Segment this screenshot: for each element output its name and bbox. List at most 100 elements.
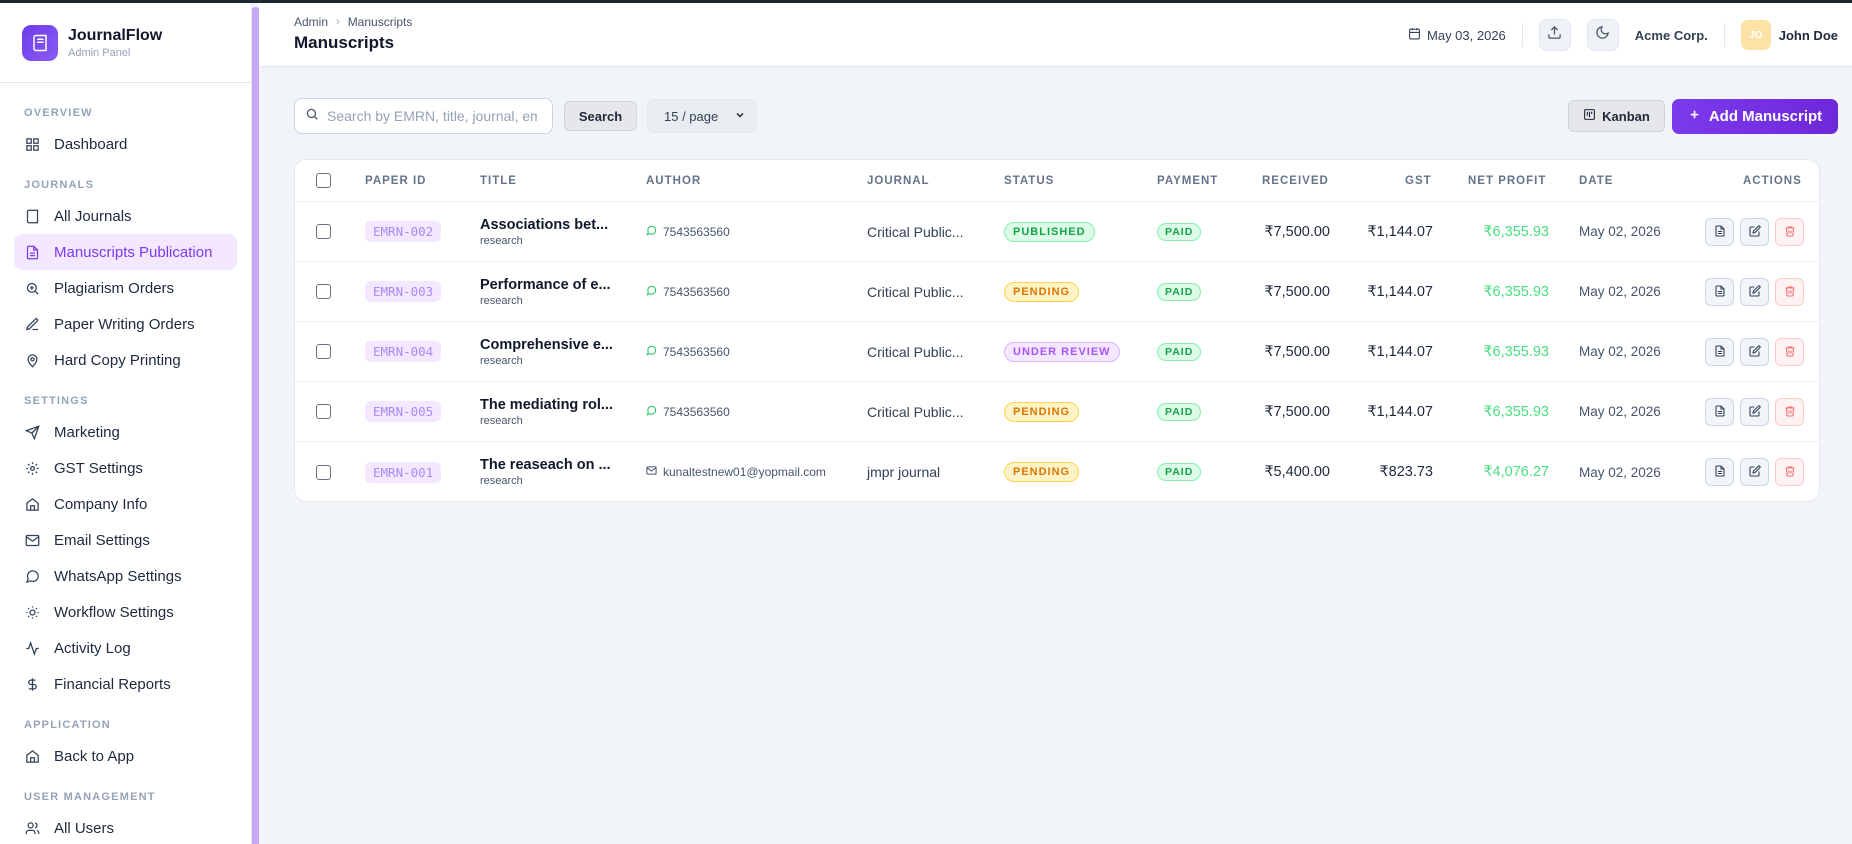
author-contact: 7543563560 bbox=[663, 344, 730, 359]
gear-icon bbox=[24, 460, 40, 476]
search-icon bbox=[305, 107, 319, 126]
table-row[interactable]: EMRN-001 The reaseach on ... research kunal… bbox=[295, 442, 1819, 501]
gst-amount: ₹1,144.07 bbox=[1367, 403, 1433, 420]
received-amount: ₹7,500.00 bbox=[1264, 403, 1330, 420]
manuscript-title[interactable]: Performance of e... bbox=[480, 276, 611, 293]
col-title[interactable]: TITLE bbox=[480, 174, 517, 187]
sidebar-item-company[interactable]: Company Info bbox=[14, 486, 237, 522]
upload-button[interactable] bbox=[1538, 19, 1571, 51]
paper-id[interactable]: EMRN-004 bbox=[365, 341, 442, 362]
sidebar-item-label: Company Info bbox=[54, 495, 148, 513]
sidebar-item-activity[interactable]: Activity Log bbox=[14, 630, 237, 666]
paper-id[interactable]: EMRN-003 bbox=[365, 281, 442, 302]
user-name[interactable]: John Doe bbox=[1778, 27, 1838, 43]
delete-button[interactable] bbox=[1775, 458, 1804, 486]
edit-button[interactable] bbox=[1740, 397, 1769, 426]
manuscript-title[interactable]: Comprehensive e... bbox=[480, 336, 613, 353]
table-row[interactable]: EMRN-003 Performance of e... research 75435… bbox=[295, 262, 1819, 322]
delete-button[interactable] bbox=[1775, 217, 1804, 246]
search-input[interactable] bbox=[327, 108, 537, 124]
sidebar-item-marketing[interactable]: Marketing bbox=[14, 414, 237, 450]
col-paper-id[interactable]: PAPER ID bbox=[365, 174, 427, 187]
company-name[interactable]: Acme Corp. bbox=[1634, 27, 1708, 43]
view-button[interactable] bbox=[1705, 277, 1734, 306]
message-circle-icon bbox=[646, 405, 657, 419]
sidebar-item-paper-writing[interactable]: Paper Writing Orders bbox=[14, 306, 237, 342]
col-author[interactable]: AUTHOR bbox=[646, 174, 702, 187]
breadcrumb: Admin › Manuscripts bbox=[294, 15, 412, 29]
sidebar-item-workflow[interactable]: Workflow Settings bbox=[14, 594, 237, 630]
paper-id[interactable]: EMRN-001 bbox=[365, 461, 442, 483]
sidebar-scrollbar[interactable] bbox=[252, 7, 259, 844]
view-button[interactable] bbox=[1705, 397, 1734, 426]
col-net-profit[interactable]: NET PROFIT bbox=[1468, 174, 1547, 187]
manuscript-type: research bbox=[480, 354, 523, 367]
view-button[interactable] bbox=[1705, 217, 1734, 246]
sidebar-item-all-journals[interactable]: All Journals bbox=[14, 198, 237, 234]
toolbar: Search 15 / page Kanban Add Manuscript bbox=[294, 96, 1838, 134]
net-profit-amount: ₹6,355.93 bbox=[1483, 283, 1549, 300]
file-icon bbox=[1714, 344, 1726, 360]
avatar[interactable]: JO bbox=[1740, 20, 1771, 50]
sidebar-item-hard-copy[interactable]: Hard Copy Printing bbox=[14, 342, 237, 378]
sidebar-item-all-users[interactable]: All Users bbox=[14, 810, 237, 844]
journal-name: Critical Public... bbox=[867, 403, 964, 420]
row-checkbox[interactable] bbox=[316, 224, 331, 239]
delete-button[interactable] bbox=[1775, 397, 1804, 426]
chevron-down-icon bbox=[734, 109, 746, 124]
manuscript-title[interactable]: The reaseach on ... bbox=[480, 457, 611, 473]
brand-name: JournalFlow bbox=[68, 26, 163, 44]
sidebar-item-manuscripts[interactable]: Manuscripts Publication bbox=[14, 234, 237, 270]
col-payment[interactable]: PAYMENT bbox=[1157, 174, 1219, 187]
search-box[interactable] bbox=[294, 98, 553, 134]
message-circle-icon bbox=[646, 225, 657, 239]
sidebar-item-dashboard[interactable]: Dashboard bbox=[14, 126, 237, 162]
edit-button[interactable] bbox=[1740, 217, 1769, 246]
col-status[interactable]: STATUS bbox=[1004, 174, 1055, 187]
breadcrumb-admin[interactable]: Admin bbox=[294, 15, 329, 29]
sidebar-item-plagiarism[interactable]: Plagiarism Orders bbox=[14, 270, 237, 306]
col-date[interactable]: DATE bbox=[1579, 174, 1614, 187]
col-received[interactable]: RECEIVED bbox=[1262, 174, 1329, 187]
sidebar-item-whatsapp[interactable]: WhatsApp Settings bbox=[14, 558, 237, 594]
edit-button[interactable] bbox=[1740, 277, 1769, 306]
sidebar-item-label: Financial Reports bbox=[54, 675, 171, 693]
delete-button[interactable] bbox=[1775, 277, 1804, 306]
per-page-select[interactable]: 15 / page bbox=[647, 99, 757, 133]
select-all-checkbox[interactable] bbox=[316, 173, 331, 188]
col-journal[interactable]: JOURNAL bbox=[867, 174, 930, 187]
row-checkbox[interactable] bbox=[316, 344, 331, 359]
kanban-button[interactable]: Kanban bbox=[1568, 100, 1665, 132]
brand[interactable]: JournalFlow Admin Panel bbox=[0, 3, 251, 83]
journal-logo-icon bbox=[22, 24, 58, 61]
sidebar-item-email[interactable]: Email Settings bbox=[14, 522, 237, 558]
row-checkbox[interactable] bbox=[316, 464, 331, 480]
edit-button[interactable] bbox=[1740, 458, 1769, 486]
author-contact: 7543563560 bbox=[663, 284, 730, 299]
paper-id[interactable]: EMRN-002 bbox=[365, 221, 442, 242]
row-checkbox[interactable] bbox=[316, 284, 331, 299]
delete-button[interactable] bbox=[1775, 337, 1804, 366]
manuscript-title[interactable]: Associations bet... bbox=[480, 216, 609, 233]
theme-toggle-button[interactable] bbox=[1586, 19, 1619, 51]
sidebar-item-gst[interactable]: GST Settings bbox=[14, 450, 237, 486]
sidebar-item-financial[interactable]: Financial Reports bbox=[14, 666, 237, 702]
table-row[interactable]: EMRN-005 The mediating rol... research 7543… bbox=[295, 382, 1819, 442]
view-button[interactable] bbox=[1705, 458, 1734, 486]
sidebar-item-back-to-app[interactable]: Back to App bbox=[14, 738, 237, 774]
status-badge: PENDING bbox=[1004, 462, 1080, 482]
table-row[interactable]: EMRN-004 Comprehensive e... research 754356… bbox=[295, 322, 1819, 382]
message-circle-icon bbox=[24, 568, 40, 584]
row-checkbox[interactable] bbox=[316, 404, 331, 419]
col-gst[interactable]: GST bbox=[1405, 174, 1432, 187]
table-header: PAPER ID TITLE AUTHOR JOURNAL STATUS PAY… bbox=[295, 160, 1819, 202]
search-button[interactable]: Search bbox=[564, 101, 637, 131]
paper-id[interactable]: EMRN-005 bbox=[365, 401, 442, 422]
view-button[interactable] bbox=[1705, 337, 1734, 366]
sidebar-item-label: GST Settings bbox=[54, 459, 143, 477]
edit-button[interactable] bbox=[1740, 337, 1769, 366]
sidebar-item-label: Manuscripts Publication bbox=[54, 243, 213, 261]
add-manuscript-button[interactable]: Add Manuscript bbox=[1672, 99, 1838, 134]
manuscript-title[interactable]: The mediating rol... bbox=[480, 396, 613, 413]
table-row[interactable]: EMRN-002 Associations bet... research 75435… bbox=[295, 202, 1819, 262]
